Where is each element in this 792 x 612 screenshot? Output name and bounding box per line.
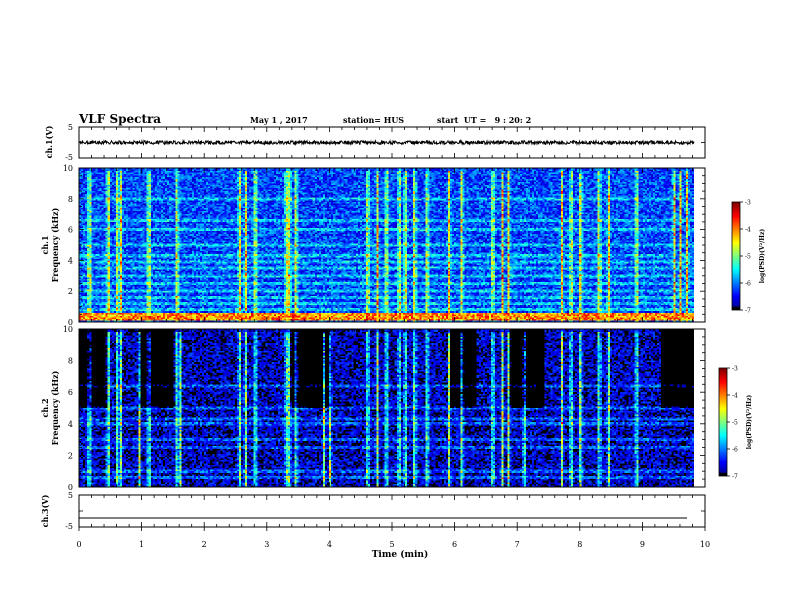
start-ut-label: start UT = 9 : 20: 2: [437, 115, 531, 125]
colorbar-tick-label: -6: [732, 447, 738, 454]
frequency-tick-label: 10: [63, 325, 73, 334]
frequency-tick-label: 6: [68, 226, 73, 235]
frequency-tick-label: 8: [68, 195, 73, 204]
colorbar-tick-label: -3: [745, 200, 751, 207]
frequency-tick-label: 4: [68, 256, 73, 265]
ch1-spectrogram-image: [79, 168, 694, 322]
time-tick-label: 3: [264, 540, 269, 549]
chart-title: VLF Spectra: [78, 112, 161, 126]
ch3-waveform-ytick-bottom: -5: [65, 522, 73, 531]
frequency-tick-label: 8: [68, 357, 73, 366]
frequency-tick-label: 6: [68, 388, 73, 397]
frequency-tick-label: 10: [63, 164, 73, 173]
frequency-tick-label: 0: [68, 483, 73, 492]
ch1-waveform-trace: [78, 138, 695, 147]
frequency-tick-label: 0: [68, 318, 73, 327]
time-tick-label: 9: [640, 540, 645, 549]
ch1-frequency-ticks: 0 2 4 6 8 10: [63, 164, 705, 327]
ch2-colorbar-scale: [719, 368, 727, 476]
time-tick-label: 1: [139, 540, 144, 549]
time-tick-label: 2: [202, 540, 207, 549]
ch2-frequency-ticks: 0 2 4 6 8 10: [63, 325, 705, 492]
colorbar-tick-label: -7: [745, 308, 751, 315]
ch2-spectrogram-panel: ch.2 Frequency (kHz) 0 2 4 6 8 10 log(PSD)(V²…: [40, 325, 753, 492]
ch1-channel-label: ch.1: [40, 235, 50, 254]
time-tick-label: 4: [327, 540, 332, 549]
time-tick-label: 5: [389, 540, 394, 549]
time-tick-label: 0: [76, 540, 81, 549]
ch1-waveform-panel: ch.1(V) 5 -5: [44, 123, 706, 162]
ch2-colorbar-label: log(PSD)(V²/Hz): [746, 395, 753, 450]
header: VLF Spectra May 1 , 2017 station= HUS st…: [78, 112, 531, 126]
ch1-waveform-ytick-bottom: -5: [65, 153, 73, 162]
ch3-waveform-ytick-top: 5: [68, 491, 73, 500]
frequency-tick-label: 2: [68, 451, 73, 460]
ch2-colorbar: log(PSD)(V²/Hz) -3 -4 -5 -6 -7: [718, 366, 753, 481]
colorbar-tick-label: -4: [732, 393, 738, 400]
time-axis-label: Time (min): [372, 549, 429, 560]
time-tick-label: 8: [577, 540, 582, 549]
time-tick-label: 7: [515, 540, 520, 549]
ch1-waveform-ytick-top: 5: [68, 123, 73, 132]
ch2-spectrogram-image: [79, 329, 694, 487]
colorbar-tick-label: -7: [732, 474, 738, 481]
ch3-waveform-ylabel: ch.3(V): [40, 494, 50, 527]
ch1-waveform-ylabel: ch.1(V): [44, 125, 54, 158]
ch3-waveform-panel: ch.3(V) 5 -5: [40, 491, 706, 531]
ch2-frequency-label: Frequency (kHz): [50, 370, 60, 445]
colorbar-tick-label: -5: [732, 420, 738, 427]
ch1-colorbar: log(PSD)(V²/Hz) -3 -4 -5 -6 -7: [731, 200, 766, 315]
ch1-frequency-label: Frequency (kHz): [50, 207, 60, 282]
colorbar-tick-label: -5: [745, 254, 751, 261]
date-label: May 1 , 2017: [250, 115, 308, 125]
time-axis-ticks: 0 1 2 3 4 5 6 7 8 9 10: [76, 127, 710, 549]
time-tick-label: 6: [452, 540, 457, 549]
ch1-spectrogram-panel: ch.1 Frequency (kHz) 0 2 4 6 8 10 log(PSD)(V²…: [40, 164, 766, 327]
frequency-tick-label: 4: [68, 420, 73, 429]
station-label: station= HUS: [343, 115, 404, 125]
colorbar-tick-label: -6: [745, 281, 751, 288]
frequency-tick-label: 2: [68, 287, 73, 296]
colorbar-tick-label: -4: [745, 227, 751, 234]
ch1-colorbar-scale: [732, 202, 740, 310]
time-tick-label: 10: [700, 540, 710, 549]
ch2-channel-label: ch.2: [40, 398, 50, 417]
ch1-colorbar-label: log(PSD)(V²/Hz): [759, 229, 766, 284]
colorbar-tick-label: -3: [732, 366, 738, 373]
